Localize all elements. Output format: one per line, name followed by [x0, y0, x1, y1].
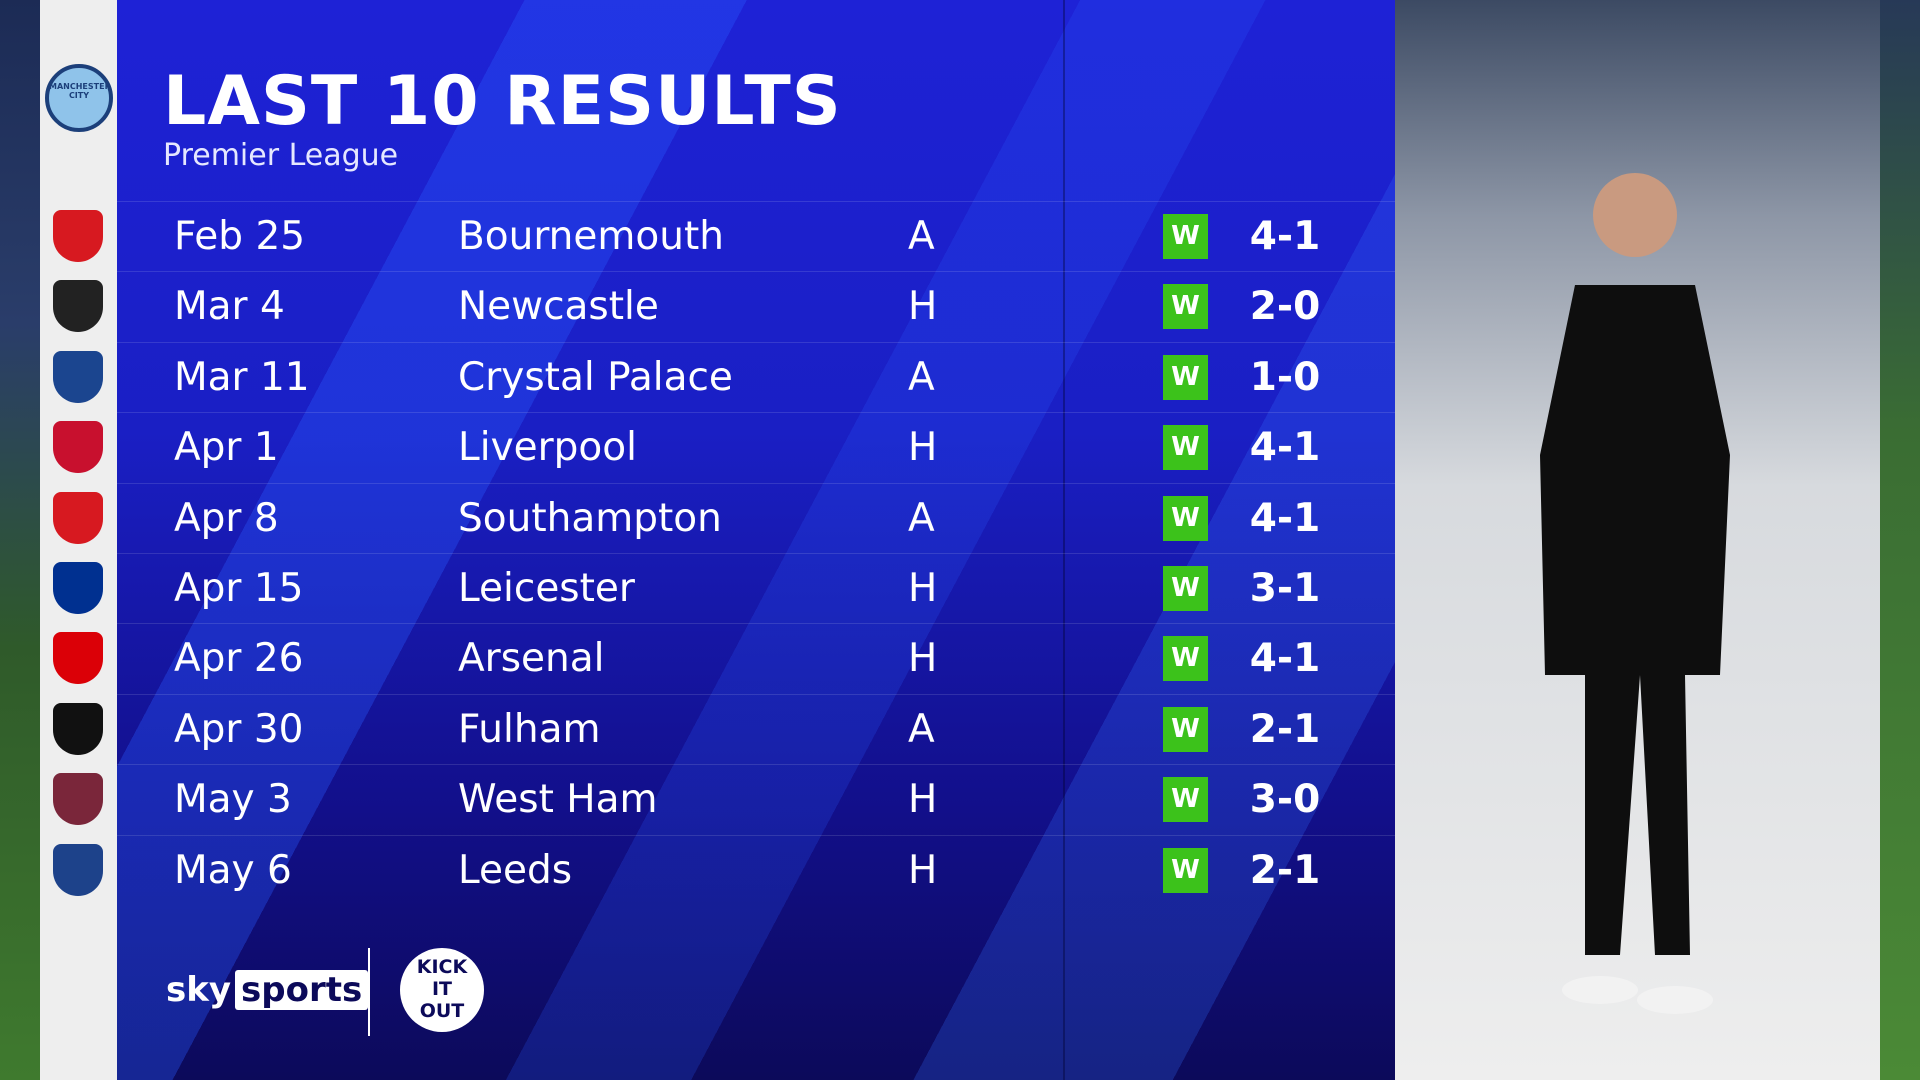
opponent-crest-icon: [53, 421, 103, 474]
score: 4-1: [1249, 495, 1321, 541]
venue: H: [908, 636, 938, 682]
result-badge: W: [1163, 777, 1208, 823]
result-row: Apr 1 Liverpool H W 4-1: [117, 412, 1395, 482]
venue: A: [908, 214, 935, 259]
venue: H: [908, 284, 938, 330]
opponent-name: West Ham: [458, 777, 658, 823]
match-date: Apr 26: [174, 636, 304, 682]
venue: A: [908, 354, 935, 400]
match-date: May 3: [174, 777, 292, 823]
opponent-name: Crystal Palace: [458, 354, 733, 400]
match-date: Apr 15: [174, 566, 304, 611]
opponent-name: Bournemouth: [458, 214, 724, 259]
score: 2-1: [1249, 847, 1321, 893]
venue: H: [908, 566, 938, 611]
result-badge: W: [1163, 706, 1208, 752]
manager-figure: [1540, 173, 1730, 1014]
match-date: Feb 25: [174, 214, 306, 259]
opponent-crest-icon: [53, 632, 103, 685]
venue: H: [908, 847, 938, 893]
page-title: LAST 10 RESULTS: [163, 62, 842, 141]
opponent-crest-icon: [53, 210, 103, 262]
team-name: Manchester City: [49, 82, 111, 100]
manager-photo: [1395, 0, 1880, 1080]
result-row: Apr 30 Fulham A W 2-1: [117, 693, 1395, 764]
result-badge: W: [1163, 354, 1208, 400]
result-row: Mar 4 Newcastle H W 2-0: [117, 271, 1395, 341]
column-divider: [1063, 0, 1065, 1080]
result-badge: W: [1163, 495, 1208, 541]
score: 2-1: [1249, 706, 1321, 752]
match-date: Mar 4: [174, 284, 285, 330]
match-date: Apr 1: [174, 425, 279, 471]
venue: H: [908, 425, 938, 471]
venue: A: [908, 706, 935, 752]
result-badge: W: [1163, 284, 1208, 330]
opponent-name: Fulham: [458, 706, 601, 752]
result-row: May 6 Leeds H W 2-1: [117, 834, 1395, 905]
opponent-crest-icon: [53, 350, 103, 403]
opponent-crest-icon: [53, 843, 103, 896]
result-row: Mar 11 Crystal Palace A W 1-0: [117, 341, 1395, 412]
score: 4-1: [1249, 425, 1321, 471]
opponent-crest-icon: [53, 491, 103, 544]
stadium-background-left: [0, 0, 40, 1080]
result-row: May 3 West Ham H W 3-0: [117, 764, 1395, 834]
result-row: Apr 26 Arsenal H W 4-1: [117, 623, 1395, 693]
result-badge: W: [1163, 566, 1208, 611]
sky-logo-text: sky: [166, 970, 232, 1010]
score: 4-1: [1249, 636, 1321, 682]
score: 3-1: [1249, 566, 1321, 611]
kick-it-out-logo: KICK IT OUT: [400, 948, 484, 1032]
sky-sports-logo: sky sports: [166, 970, 369, 1010]
opponent-name: Leeds: [458, 847, 573, 893]
opponent-name: Newcastle: [458, 284, 659, 330]
score: 3-0: [1249, 777, 1321, 823]
match-date: Apr 8: [174, 495, 279, 541]
opponent-crest-icon: [53, 773, 103, 826]
man-city-crest-icon: Manchester City: [45, 64, 113, 132]
stadium-background-right: [1880, 0, 1920, 1080]
opponent-name: Liverpool: [458, 425, 637, 471]
match-date: Mar 11: [174, 354, 310, 400]
venue: A: [908, 495, 935, 541]
result-row: Feb 25 Bournemouth A W 4-1: [117, 201, 1395, 271]
opponent-crest-icon: [53, 562, 103, 614]
venue: H: [908, 777, 938, 823]
opponent-name: Arsenal: [458, 636, 605, 682]
sports-logo-text: sports: [235, 970, 369, 1010]
opponent-name: Southampton: [458, 495, 722, 541]
result-row: Apr 8 Southampton A W 4-1: [117, 482, 1395, 553]
result-badge: W: [1163, 425, 1208, 471]
opponent-crest-icon: [53, 280, 103, 333]
result-badge: W: [1163, 636, 1208, 682]
opponent-crest-icon: [53, 702, 103, 755]
score: 1-0: [1249, 354, 1321, 400]
score: 2-0: [1249, 284, 1321, 330]
score: 4-1: [1249, 214, 1321, 259]
result-badge: W: [1163, 214, 1208, 259]
competition-subtitle: Premier League: [163, 138, 399, 173]
match-date: May 6: [174, 847, 292, 893]
result-badge: W: [1163, 847, 1208, 893]
match-date: Apr 30: [174, 706, 304, 752]
result-row: Apr 15 Leicester H W 3-1: [117, 553, 1395, 623]
opponent-name: Leicester: [458, 566, 635, 611]
logo-divider: [368, 948, 370, 1036]
